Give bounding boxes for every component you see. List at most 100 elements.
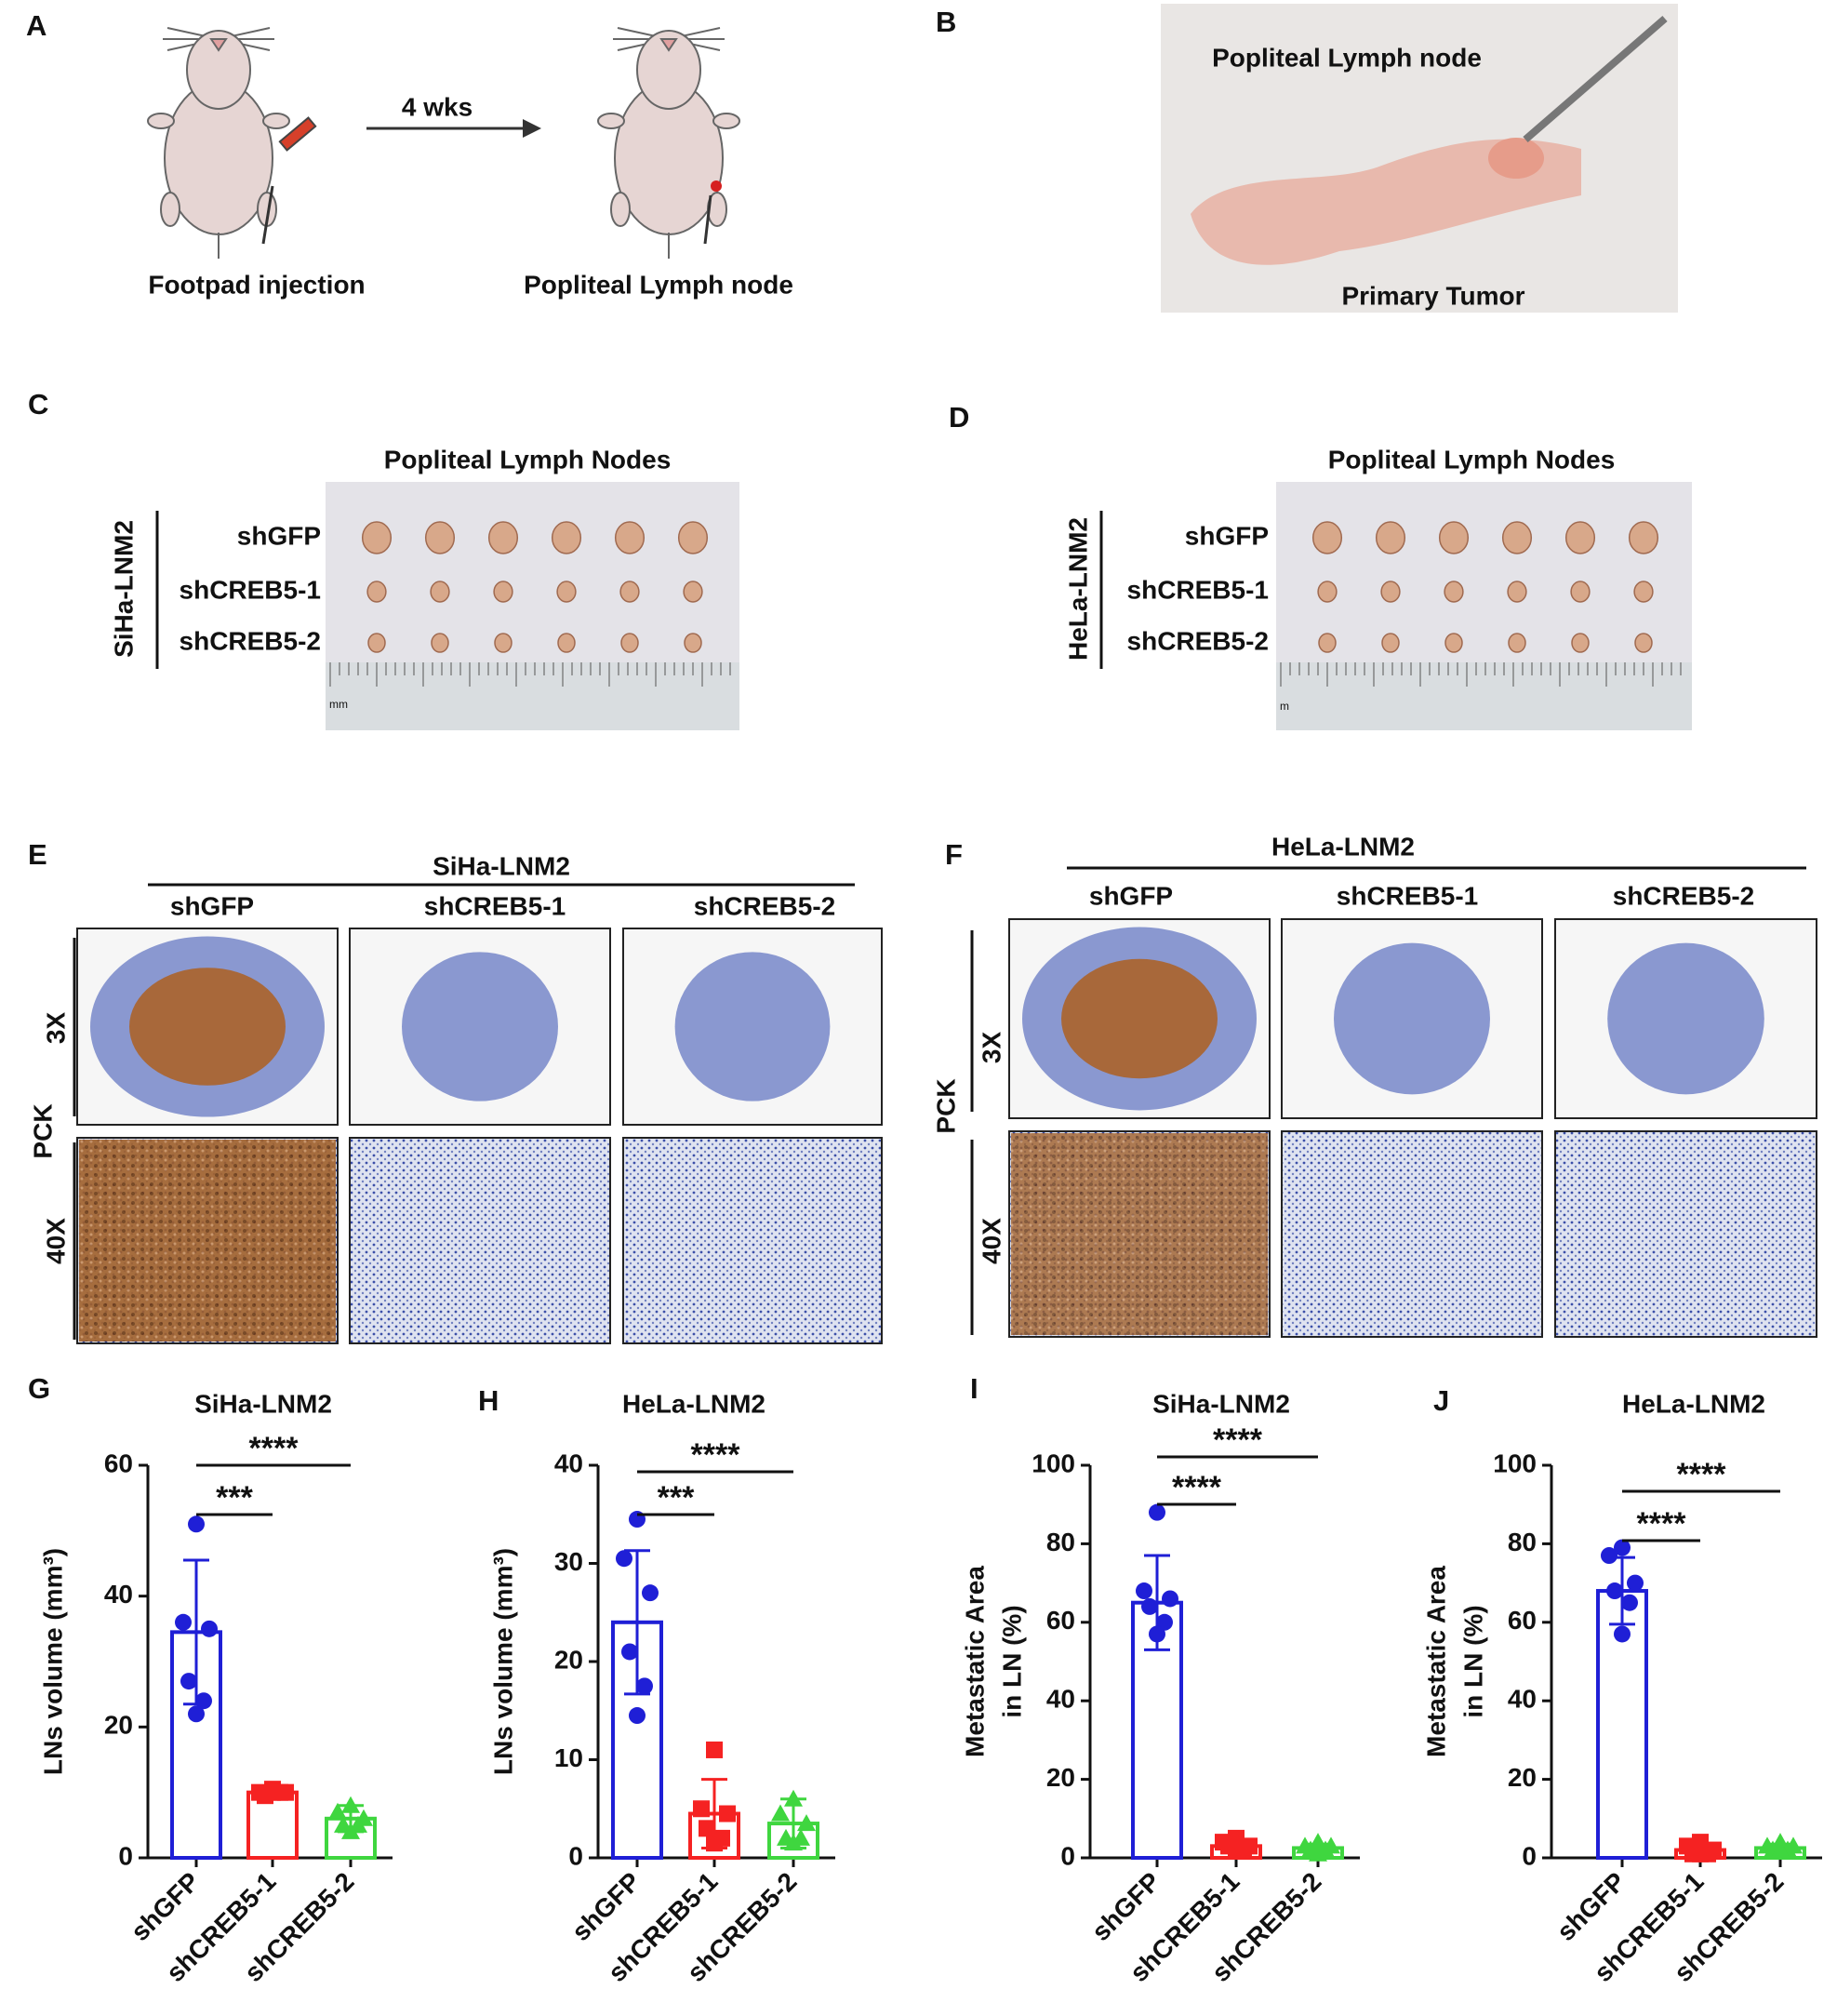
data-point — [699, 1820, 715, 1837]
lymph-node — [431, 633, 449, 653]
y-tick-label: 20 — [1508, 1763, 1537, 1792]
lymph-node-icon — [711, 180, 722, 192]
group-label: SiHa-LNM2 — [433, 851, 570, 880]
tissue — [1191, 139, 1581, 265]
data-point — [1614, 1539, 1631, 1556]
lymph-node — [1564, 521, 1596, 554]
magnification: 40X — [41, 1218, 70, 1264]
data-point — [629, 1707, 646, 1725]
data-point — [195, 1692, 212, 1710]
tissue — [1334, 942, 1490, 1095]
lymph-node — [430, 581, 450, 603]
data-point — [264, 1783, 281, 1801]
chart-title: SiHa-LNM2 — [194, 1389, 332, 1418]
data-point — [175, 1613, 192, 1631]
data-point — [636, 1677, 653, 1695]
lymph-node — [1311, 521, 1343, 554]
panel-letter: C — [28, 388, 48, 421]
y-tick-label: 30 — [554, 1547, 583, 1576]
lymph-node — [1633, 581, 1654, 603]
magnification: 40X — [977, 1218, 1005, 1264]
data-point — [188, 1705, 205, 1723]
data-point — [1771, 1840, 1790, 1858]
y-tick-label: 20 — [554, 1645, 583, 1674]
data-point — [180, 1673, 197, 1690]
panel-letter: G — [28, 1372, 50, 1405]
syringe — [278, 116, 317, 152]
panel-title: Popliteal Lymph Nodes — [1328, 445, 1616, 474]
data-point — [797, 1814, 816, 1832]
column-label: shCREB5-2 — [694, 891, 835, 920]
row-label: shCREB5-2 — [180, 626, 321, 655]
lymph-node — [366, 581, 387, 603]
lymph-node — [1508, 633, 1526, 653]
lymph-node — [1438, 521, 1470, 554]
y-axis-label: LNs volume (mm³) — [38, 1548, 67, 1775]
column-label: shGFP — [1089, 881, 1173, 910]
data-point — [188, 1515, 205, 1533]
tissue — [1011, 1133, 1268, 1335]
lymph-node — [493, 581, 513, 603]
data-point — [693, 1800, 710, 1818]
x-tick-label: shGFP — [1551, 1867, 1631, 1947]
tissue — [129, 968, 286, 1086]
data-point — [616, 1550, 632, 1568]
y-tick-label: 40 — [1508, 1685, 1537, 1714]
data-point — [621, 1643, 638, 1661]
micrograph — [1281, 1130, 1543, 1338]
tissue — [674, 952, 831, 1101]
label: Popliteal Lymph node — [1212, 43, 1482, 72]
cell-line: SiHa-LNM2 — [109, 520, 138, 658]
panel-letter: H — [478, 1384, 499, 1417]
panel-letter: F — [945, 838, 963, 871]
panel-letter: A — [26, 9, 47, 42]
significance-label: **** — [1172, 1470, 1222, 1505]
data-point — [1627, 1574, 1644, 1592]
lymph-node — [684, 633, 702, 653]
y-tick-label: 60 — [1046, 1606, 1075, 1635]
data-point — [1149, 1503, 1165, 1521]
data-point — [1149, 1625, 1165, 1643]
lymph-node — [361, 521, 393, 554]
y-tick-label: 0 — [568, 1841, 583, 1870]
micrograph — [622, 1137, 883, 1344]
column-label: shCREB5-1 — [424, 891, 566, 920]
data-point — [1141, 1597, 1158, 1615]
y-tick-label: 20 — [104, 1711, 133, 1740]
lymph-node — [1507, 581, 1527, 603]
lymph-node — [1444, 581, 1464, 603]
data-point — [1309, 1833, 1327, 1850]
y-tick-label: 100 — [1032, 1449, 1075, 1477]
significance-label: *** — [216, 1480, 253, 1515]
chart-title: HeLa-LNM2 — [1622, 1389, 1765, 1418]
y-tick-label: 100 — [1493, 1449, 1537, 1477]
row-label: shGFP — [1185, 521, 1269, 550]
lymph-node — [487, 521, 519, 554]
y-axis-label: LNs volume (mm³) — [488, 1548, 517, 1775]
lymph-node — [424, 521, 456, 554]
data-point — [1228, 1841, 1245, 1859]
lymph-node — [367, 633, 386, 653]
data-point — [706, 1741, 723, 1758]
data-point — [328, 1802, 347, 1820]
panel-letter: I — [970, 1372, 978, 1405]
lymph-node — [614, 521, 646, 554]
ruler-unit: mm — [329, 698, 348, 711]
stain-label: PCK — [931, 1078, 960, 1133]
data-point — [1309, 1844, 1327, 1862]
column-label: shCREB5-1 — [1337, 881, 1478, 910]
y-axis-label: in LN (%) — [1458, 1605, 1487, 1717]
lymph-node — [1488, 138, 1544, 179]
stain-label: PCK — [28, 1103, 57, 1158]
x-tick-label: shGFP — [1086, 1867, 1166, 1947]
row-label: shCREB5-2 — [1127, 626, 1269, 655]
y-tick-label: 40 — [554, 1449, 583, 1477]
y-tick-label: 40 — [104, 1580, 133, 1609]
lymph-node — [551, 521, 582, 554]
micrographs — [76, 928, 883, 1344]
lymph-node — [1380, 581, 1401, 603]
lymph-node — [1628, 521, 1659, 554]
data-point — [771, 1804, 790, 1822]
forceps — [1523, 15, 1668, 143]
